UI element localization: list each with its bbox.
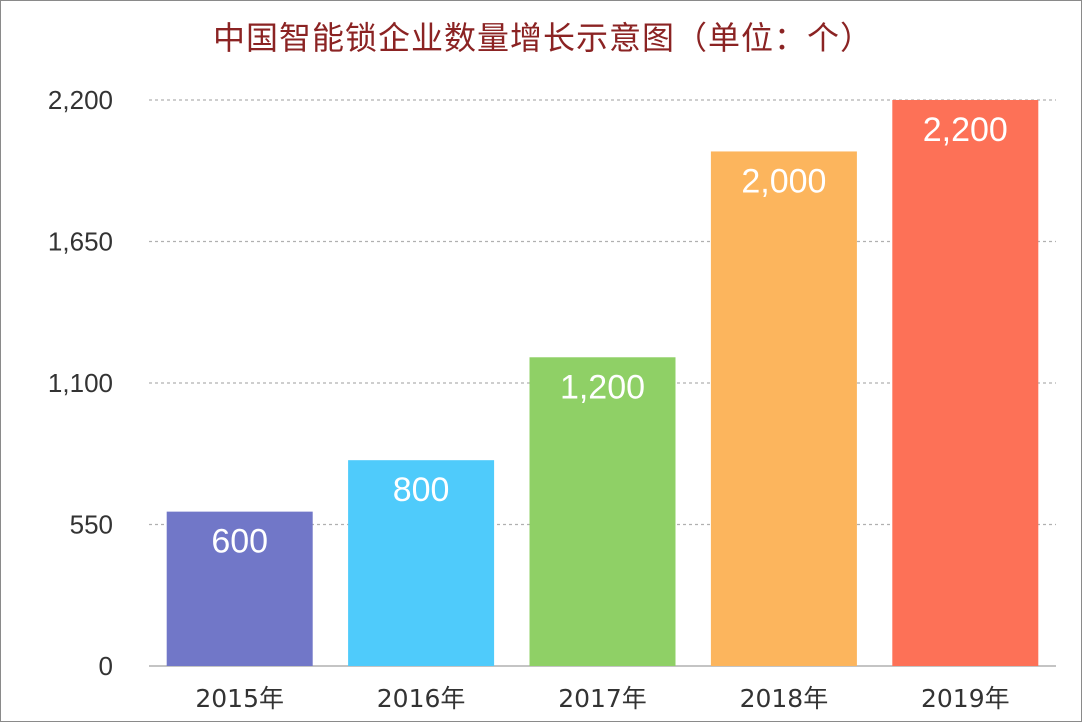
x-tick-label: 2019年: [921, 684, 1010, 713]
label-layer: 0 550 1,100 1,650 2,200 600 2015年 800 2016年 1,200…: [48, 85, 1010, 713]
data-label: 800: [393, 471, 450, 509]
bar-layer: [166, 100, 1039, 667]
y-tick-label: 1,100: [48, 368, 113, 398]
bar: [529, 357, 676, 666]
bar: [892, 100, 1039, 666]
data-label: 1,200: [560, 368, 645, 406]
bar: [710, 151, 857, 667]
y-tick-label: 0: [99, 651, 113, 681]
data-label: 2,200: [923, 111, 1008, 149]
bar: [348, 460, 495, 666]
data-label: 600: [211, 523, 268, 561]
y-tick-label: 1,650: [48, 227, 113, 257]
x-tick-label: 2017年: [558, 684, 647, 713]
y-tick-label: 2,200: [48, 85, 113, 115]
y-tick-label: 550: [70, 510, 113, 540]
bar: [166, 511, 313, 666]
chart-title: 中国智能锁企业数量增长示意图（单位：个）: [212, 19, 873, 57]
x-tick-label: 2015年: [195, 684, 284, 713]
data-label: 2,000: [741, 162, 826, 200]
x-tick-label: 2018年: [740, 684, 829, 713]
x-tick-label: 2016年: [377, 684, 466, 713]
